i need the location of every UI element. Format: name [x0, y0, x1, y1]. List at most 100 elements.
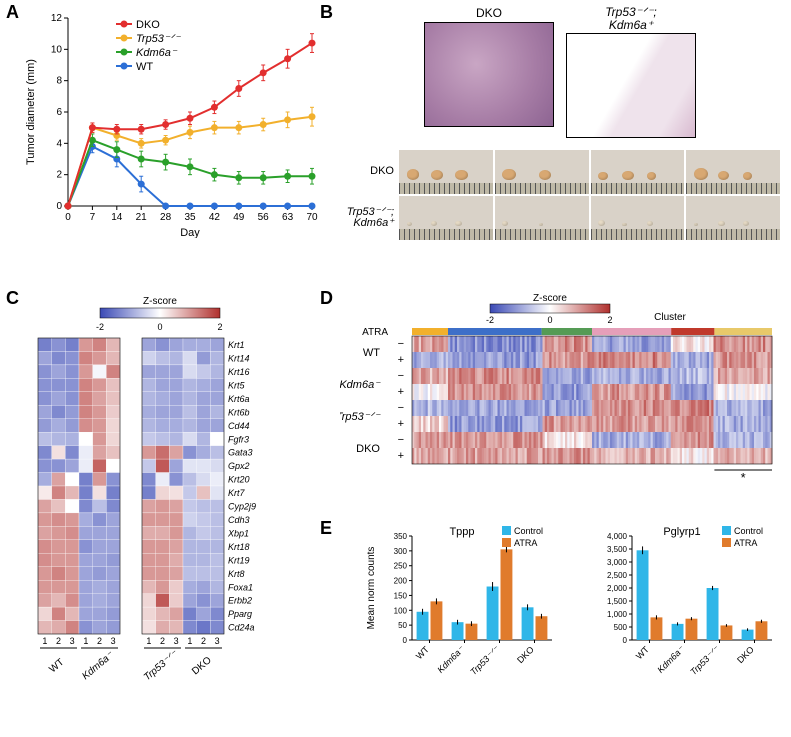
svg-text:35: 35: [184, 212, 196, 223]
svg-text:2,000: 2,000: [607, 584, 628, 593]
svg-text:−: −: [398, 370, 404, 382]
svg-text:Krt8: Krt8: [228, 569, 245, 579]
svg-text:0: 0: [623, 636, 628, 645]
svg-text:Kdm6a⁻: Kdm6a⁻: [655, 643, 686, 674]
svg-text:42: 42: [209, 212, 221, 223]
svg-text:Trp53⁻ᐟ⁻: Trp53⁻ᐟ⁻: [468, 643, 502, 677]
svg-text:4,000: 4,000: [607, 532, 628, 541]
svg-text:WT: WT: [634, 644, 651, 661]
svg-text:Z-score: Z-score: [143, 296, 177, 307]
svg-text:70: 70: [306, 212, 318, 223]
svg-text:Erbb2: Erbb2: [228, 596, 252, 606]
svg-text:3: 3: [111, 636, 116, 646]
svg-text:Krt14: Krt14: [228, 354, 250, 364]
svg-text:+: +: [398, 450, 404, 462]
svg-text:2: 2: [607, 315, 612, 325]
panel-e-label: E: [320, 518, 332, 539]
svg-text:2: 2: [56, 170, 62, 181]
svg-text:3: 3: [215, 636, 220, 646]
svg-text:Krt6a: Krt6a: [228, 394, 250, 404]
svg-text:1: 1: [83, 636, 88, 646]
svg-text:0: 0: [547, 315, 552, 325]
svg-text:Kdm6a⁻: Kdm6a⁻: [80, 650, 116, 683]
tumor-photo-rows: DKO Trp53⁻ᐟ⁻; Kdm6a⁺: [340, 150, 780, 240]
svg-text:Krt7: Krt7: [228, 488, 246, 498]
svg-text:Control: Control: [514, 526, 543, 536]
svg-text:+: +: [398, 386, 404, 398]
panel-c-container: Z-score -2 0 2 Krt1 Krt14 Krt16 Krt5 Krt6a Krt6b C…: [22, 290, 312, 730]
svg-text:Gpx2: Gpx2: [228, 461, 250, 471]
svg-text:Cd24a: Cd24a: [228, 623, 255, 633]
svg-text:1: 1: [42, 636, 47, 646]
svg-text:ATRA: ATRA: [362, 327, 388, 338]
svg-text:200: 200: [394, 577, 408, 586]
svg-text:2,500: 2,500: [607, 571, 628, 580]
svg-text:1,500: 1,500: [607, 597, 628, 606]
svg-text:*: *: [741, 470, 746, 485]
svg-text:Krt20: Krt20: [228, 475, 250, 485]
svg-text:150: 150: [394, 591, 408, 600]
svg-text:0: 0: [56, 201, 62, 212]
svg-text:Day: Day: [180, 227, 200, 238]
svg-text:0: 0: [65, 212, 71, 223]
svg-text:3: 3: [70, 636, 75, 646]
svg-text:Xbp1: Xbp1: [227, 528, 249, 538]
panel-e-container: 050100150200250300350Mean norm countsTpp…: [340, 522, 785, 732]
svg-text:Krt5: Krt5: [228, 380, 246, 390]
svg-text:6: 6: [56, 107, 62, 118]
svg-text:4: 4: [56, 138, 62, 149]
svg-text:Trp53⁻ᐟ⁻: Trp53⁻ᐟ⁻: [142, 648, 180, 683]
svg-text:Tppp: Tppp: [449, 526, 474, 538]
svg-text:2: 2: [97, 636, 102, 646]
panel-d-label: D: [320, 288, 333, 309]
svg-text:Pglyrp1: Pglyrp1: [663, 526, 700, 538]
svg-text:DKO: DKO: [515, 644, 536, 665]
tumor-row-label: Trp53⁻ᐟ⁻; Kdm6a⁺: [340, 207, 398, 230]
svg-text:63: 63: [282, 212, 294, 223]
svg-text:3,000: 3,000: [607, 558, 628, 567]
svg-text:WT: WT: [47, 657, 66, 675]
svg-text:3,500: 3,500: [607, 545, 628, 554]
svg-text:WT: WT: [414, 644, 431, 661]
svg-text:Gata3: Gata3: [228, 448, 253, 458]
svg-text:DKO: DKO: [735, 644, 756, 665]
panel-b-container: DKO Trp53⁻ᐟ⁻;Kdm6a⁺ DKO Trp53⁻ᐟ⁻; Kdm6a⁺: [340, 6, 780, 242]
svg-text:DKO: DKO: [356, 443, 380, 455]
svg-text:DKO: DKO: [190, 655, 214, 677]
svg-text:WT: WT: [136, 61, 153, 73]
svg-text:Krt1: Krt1: [228, 340, 245, 350]
svg-text:−: −: [398, 434, 404, 446]
svg-text:-2: -2: [96, 322, 104, 332]
svg-text:−: −: [398, 402, 404, 414]
svg-text:Mean norm counts: Mean norm counts: [366, 547, 377, 630]
svg-text:1: 1: [146, 636, 151, 646]
svg-text:2: 2: [217, 322, 222, 332]
svg-text:2: 2: [201, 636, 206, 646]
svg-text:Kdm6a⁻: Kdm6a⁻: [136, 47, 178, 59]
svg-text:Kdm6a⁻: Kdm6a⁻: [435, 643, 466, 674]
svg-text:250: 250: [394, 562, 408, 571]
svg-text:Trp53⁻ᐟ⁻: Trp53⁻ᐟ⁻: [136, 33, 181, 45]
svg-text:ATRA: ATRA: [514, 538, 537, 548]
panel-a-chart: 02468101207142128354249566370DayTumor di…: [20, 8, 320, 238]
svg-text:7: 7: [90, 212, 96, 223]
svg-text:56: 56: [258, 212, 270, 223]
svg-text:ATRA: ATRA: [734, 538, 757, 548]
svg-text:Cyp2j9: Cyp2j9: [228, 502, 256, 512]
svg-text:Fgfr3: Fgfr3: [228, 434, 249, 444]
svg-text:50: 50: [398, 621, 407, 630]
svg-text:0: 0: [157, 322, 162, 332]
svg-text:+: +: [398, 418, 404, 430]
panel-a-label: A: [6, 2, 19, 23]
tumor-row-label: DKO: [340, 166, 398, 178]
svg-text:-2: -2: [486, 315, 494, 325]
histology-left-label: DKO: [424, 6, 554, 20]
svg-text:Krt19: Krt19: [228, 555, 250, 565]
svg-text:+: +: [398, 354, 404, 366]
svg-text:Krt16: Krt16: [228, 367, 250, 377]
svg-text:Krt6b: Krt6b: [228, 407, 250, 417]
svg-text:1: 1: [187, 636, 192, 646]
panel-d-container: Z-score-202ClusterATRA−+−+−+−+WTKdm6a⁻Tr…: [340, 290, 785, 515]
histology-right-label: Trp53⁻ᐟ⁻;Kdm6a⁺: [566, 6, 696, 31]
svg-text:Trp53⁻ᐟ⁻: Trp53⁻ᐟ⁻: [340, 411, 381, 423]
